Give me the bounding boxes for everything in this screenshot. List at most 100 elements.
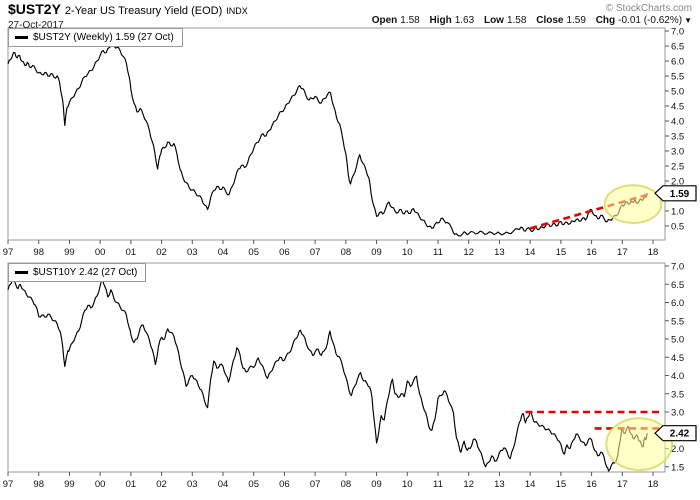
chart-header: $UST2Y 2-Year US Treasury Yield (EOD) INDX…	[8, 1, 692, 17]
ust10y-price-line	[7, 278, 649, 472]
x-tick-label: 17	[617, 479, 628, 490]
x-tick-label: 00	[95, 479, 106, 490]
x-tick-label: 18	[648, 479, 659, 490]
low-label: Low	[483, 15, 504, 26]
x-tick-label: 97	[3, 479, 14, 490]
x-tick-label: 06	[279, 479, 290, 490]
x-tick-label: 09	[371, 479, 382, 490]
x-tick-label: 98	[33, 479, 44, 490]
chart-subheader: 27-Oct-2017 Open 1.58 High 1.63 Low 1.58 Cl…	[8, 15, 692, 31]
ust2y-price-flag	[654, 185, 697, 202]
y-tick-label: 3.0	[671, 408, 684, 419]
x-tick-label: 98	[33, 247, 44, 258]
x-tick-label: 01	[126, 479, 137, 490]
y-tick-label: 7.0	[671, 262, 684, 273]
y-tick-label: 4.0	[671, 117, 684, 128]
x-tick-label: 06	[279, 247, 290, 258]
y-tick-label: 2.0	[671, 444, 684, 455]
line-swatch-icon	[15, 270, 28, 274]
x-tick-label: 99	[64, 479, 75, 490]
low-value: 1.58	[506, 15, 527, 26]
ust10y-price-flag-value: 2.42	[670, 429, 690, 440]
x-tick-label: 15	[556, 479, 567, 490]
symbol-text: $UST2Y	[8, 1, 61, 17]
y-tick-label: 6.0	[671, 57, 684, 68]
ust10y-legend: $UST10Y 2.42 (27 Oct)	[8, 263, 147, 282]
x-tick-label: 02	[156, 247, 167, 258]
x-tick-label: 16	[586, 247, 597, 258]
x-tick-label: 97	[3, 247, 14, 258]
x-tick-label: 08	[341, 247, 352, 258]
x-tick-label: 03	[187, 479, 198, 490]
y-tick-label: 3.5	[671, 132, 684, 143]
exchange-label: INDX	[226, 6, 248, 16]
x-tick-label: 01	[126, 247, 137, 258]
x-tick-label: 99	[64, 247, 75, 258]
y-tick-label: 2.5	[671, 162, 684, 173]
ust10y-price-flag	[654, 425, 697, 442]
ust10y-chart: 97 98 99 00 01 02 03 04 05 06 07 08 09 10 11 12 13 14 15 16…	[3, 262, 697, 490]
x-tick-label: 07	[310, 479, 321, 490]
ust10y-highlight-ellipse	[605, 417, 674, 472]
x-tick-label: 11	[433, 247, 443, 258]
x-tick-label: 05	[248, 479, 259, 490]
close-label: Close	[536, 15, 564, 26]
ust2y-legend: $UST2Y (Weekly) 1.59 (27 Oct)	[8, 28, 183, 47]
symbol-description: 2-Year US Treasury Yield (EOD)	[64, 5, 223, 17]
x-tick-label: 16	[586, 479, 597, 490]
change-label: Chg	[595, 15, 616, 26]
x-tick-label: 15	[556, 247, 567, 258]
y-tick-label: 5.5	[671, 316, 684, 327]
line-swatch-icon	[15, 35, 28, 39]
x-tick-label: 09	[371, 247, 382, 258]
x-tick-label: 14	[525, 247, 536, 258]
high-label: High	[429, 15, 452, 26]
chart-date: 27-Oct-2017	[8, 20, 64, 31]
y-tick-label: 3.0	[671, 147, 684, 158]
x-tick-label: 12	[463, 247, 474, 258]
x-tick-label: 13	[494, 247, 505, 258]
x-tick-label: 07	[310, 247, 321, 258]
x-tick-label: 18	[648, 247, 659, 258]
y-tick-label: 1.5	[671, 462, 684, 473]
y-tick-label: 3.5	[671, 389, 684, 400]
x-tick-label: 00	[95, 247, 106, 258]
y-tick-label: 5.0	[671, 87, 684, 98]
y-tick-label: 4.5	[671, 102, 684, 113]
x-tick-label: 17	[617, 247, 628, 258]
open-value: 1.58	[400, 15, 420, 26]
y-tick-label: 4.5	[671, 353, 684, 364]
x-tick-label: 11	[433, 479, 443, 490]
ust2y-plot-area	[7, 27, 666, 241]
x-tick-label: 05	[248, 247, 259, 258]
ust2y-highlight-ellipse	[603, 184, 663, 225]
y-tick-label: 1.0	[671, 207, 684, 218]
ust10y-plot-area	[7, 262, 666, 473]
y-tick-label: 2.0	[671, 177, 684, 188]
x-tick-label: 12	[463, 479, 474, 490]
x-tick-label: 03	[187, 247, 198, 258]
ust2y-chart: 97 98 99 00 01 02 03 04 05 06 07 08 09 10 11 12 13 14 15 16…	[3, 27, 697, 258]
y-tick-label: 5.5	[671, 72, 684, 83]
x-tick-label: 10	[402, 479, 413, 490]
x-tick-label: 08	[341, 479, 352, 490]
copyright-text: © StockCharts.com	[605, 3, 692, 14]
y-tick-label: 6.5	[671, 42, 684, 53]
x-tick-label: 02	[156, 479, 167, 490]
open-label: Open	[371, 15, 398, 26]
ust10y-legend-text: $UST10Y 2.42 (27 Oct)	[33, 266, 138, 278]
y-tick-label: 7.0	[671, 27, 684, 38]
y-tick-label: 6.5	[671, 280, 684, 291]
x-tick-label: 14	[525, 479, 536, 490]
high-value: 1.63	[454, 15, 475, 26]
y-tick-label: 5.0	[671, 335, 684, 346]
x-tick-label: 10	[402, 247, 413, 258]
y-tick-label: 0.5	[671, 222, 684, 233]
y-tick-label: 4.0	[671, 371, 684, 382]
x-tick-label: 04	[218, 479, 229, 490]
change-value: -0.01 (-0.62%)	[618, 15, 683, 26]
ust2y-legend-text: $UST2Y (Weekly) 1.59 (27 Oct)	[33, 31, 174, 43]
close-value: 1.59	[566, 15, 586, 26]
